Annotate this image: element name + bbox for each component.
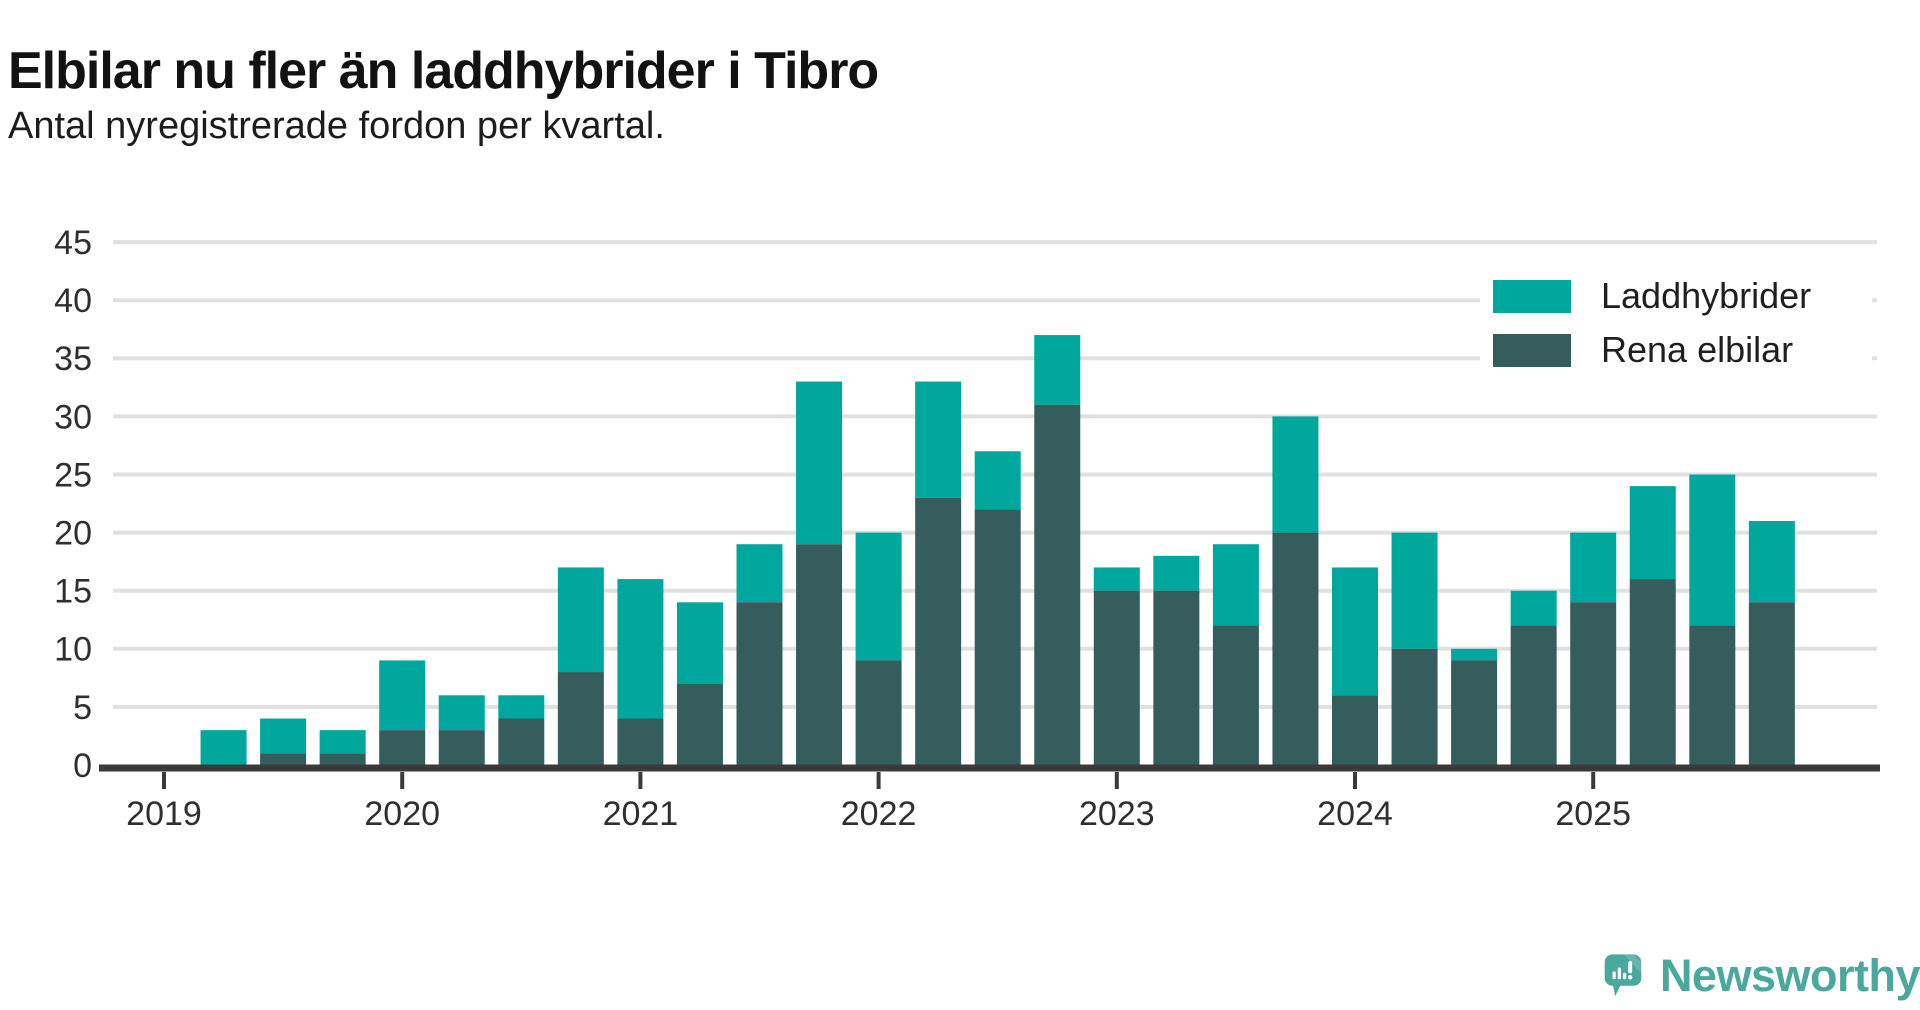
bar-rena-elbilar-2024-q1 [1332, 695, 1378, 765]
newsworthy-logo-icon [1604, 954, 1642, 997]
year-label-2022: 2022 [841, 795, 917, 833]
chart-title: Elbilar nu fler än laddhybrider i Tibro [8, 41, 879, 100]
bar-rena-elbilar-2020-q3 [498, 718, 545, 765]
bar-laddhybrider-2019-q4 [319, 730, 366, 754]
logo-highlight [1623, 954, 1642, 974]
bar-rena-elbilar-2021-q4 [796, 544, 843, 765]
y-tick-label-40: 40 [54, 282, 92, 320]
chart-legend: Laddhybrider Rena elbilar [1480, 266, 1872, 378]
bar-rena-elbilar-2023-q1 [1093, 590, 1140, 765]
bar-laddhybrider-2022-q1 [855, 532, 902, 661]
bar-rena-elbilar-2020-q1 [379, 730, 426, 765]
bar-laddhybrider-2025-q3 [1689, 474, 1736, 626]
bar-laddhybrider-2020-q4 [557, 567, 604, 673]
bar-rena-elbilar-2022-q2 [915, 497, 962, 765]
legend-swatch-laddhybrider [1493, 279, 1571, 313]
bar-laddhybrider-2021-q3 [736, 544, 783, 603]
legend-item-rena-elbilar: Rena elbilar [1480, 329, 1794, 370]
bar-laddhybrider-2022-q3 [974, 451, 1021, 510]
bar-rena-elbilar-2023-q3 [1212, 625, 1259, 765]
bar-rena-elbilar-2021-q1 [617, 718, 664, 765]
bar-rena-elbilar-2024-q4 [1510, 625, 1557, 765]
year-label-2024: 2024 [1317, 795, 1393, 833]
year-label-2025: 2025 [1555, 795, 1631, 833]
bar-rena-elbilar-2025-q3 [1689, 625, 1736, 765]
bar-laddhybrider-2020-q2 [438, 695, 485, 731]
year-label-2023: 2023 [1079, 795, 1155, 833]
bar-laddhybrider-2024-q4 [1510, 590, 1557, 626]
newsworthy-branding: Newsworthy [1604, 942, 1920, 1010]
bar-laddhybrider-2025-q2 [1629, 486, 1676, 580]
bar-rena-elbilar-2021-q2 [676, 683, 723, 765]
bar-laddhybrider-2019-q2 [200, 730, 247, 765]
legend-swatch-rena-elbilar [1493, 333, 1571, 367]
bar-laddhybrider-2024-q1 [1332, 567, 1378, 696]
logo-exclamation-dot [1627, 975, 1633, 980]
year-label-2021: 2021 [603, 795, 679, 833]
bar-laddhybrider-2023-q4 [1272, 416, 1319, 533]
bar-laddhybrider-2025-q1 [1570, 532, 1617, 603]
y-tick-label-15: 15 [54, 573, 92, 611]
bar-rena-elbilar-2022-q3 [974, 509, 1021, 765]
logo-exclamation-bar [1628, 960, 1633, 974]
bar-rena-elbilar-2022-q4 [1034, 404, 1081, 765]
y-tick-label-5: 5 [73, 689, 92, 727]
bar-laddhybrider-2023-q2 [1153, 555, 1200, 591]
y-tick-label-35: 35 [54, 340, 92, 378]
bar-rena-elbilar-2023-q4 [1272, 532, 1319, 765]
bar-laddhybrider-2021-q2 [676, 602, 723, 684]
bar-rena-elbilar-2023-q2 [1153, 590, 1200, 765]
bar-laddhybrider-2019-q3 [260, 718, 307, 754]
newsworthy-logo-text: Newsworthy [1659, 950, 1920, 1001]
logo-bar-1 [1612, 971, 1616, 980]
bar-laddhybrider-2020-q3 [498, 695, 545, 719]
bar-laddhybrider-2020-q1 [379, 660, 426, 731]
year-label-2020: 2020 [364, 795, 440, 833]
bar-laddhybrider-2025-q4 [1748, 520, 1795, 603]
bar-rena-elbilar-2024-q2 [1391, 648, 1438, 765]
year-label-2019: 2019 [126, 795, 202, 833]
bar-rena-elbilar-2024-q3 [1451, 660, 1498, 765]
bar-laddhybrider-2021-q4 [796, 381, 843, 545]
legend-label-rena-elbilar: Rena elbilar [1601, 329, 1794, 370]
legend-label-laddhybrider: Laddhybrider [1601, 275, 1812, 316]
bar-laddhybrider-2021-q1 [617, 579, 664, 719]
bar-rena-elbilar-2025-q4 [1748, 602, 1795, 765]
bar-rena-elbilar-2020-q4 [557, 672, 604, 765]
y-tick-label-45: 45 [54, 224, 92, 262]
logo-bar-3 [1622, 972, 1627, 980]
logo-bar-2 [1617, 967, 1622, 980]
bar-laddhybrider-2023-q1 [1093, 567, 1140, 591]
bar-laddhybrider-2024-q2 [1391, 532, 1438, 649]
y-tick-label-25: 25 [54, 456, 92, 494]
bar-rena-elbilar-2025-q2 [1629, 579, 1676, 765]
bar-laddhybrider-2024-q3 [1451, 648, 1498, 661]
y-tick-label-30: 30 [54, 398, 92, 436]
legend-item-laddhybrider: Laddhybrider [1480, 275, 1812, 316]
bar-rena-elbilar-2020-q2 [438, 730, 485, 765]
bar-laddhybrider-2022-q4 [1034, 335, 1081, 405]
chart-subtitle: Antal nyregistrerade fordon per kvartal. [8, 105, 665, 147]
bar-rena-elbilar-2022-q1 [855, 660, 902, 765]
y-tick-label-10: 10 [54, 631, 92, 669]
bar-rena-elbilar-2021-q3 [736, 602, 783, 765]
bar-rena-elbilar-2019-q4 [319, 753, 366, 765]
y-tick-label-0: 0 [73, 747, 92, 785]
y-tick-label-20: 20 [54, 515, 92, 553]
bar-rena-elbilar-2025-q1 [1570, 602, 1617, 765]
bar-laddhybrider-2023-q3 [1212, 544, 1259, 626]
bar-laddhybrider-2022-q2 [915, 381, 962, 498]
bar-rena-elbilar-2019-q3 [260, 753, 307, 765]
